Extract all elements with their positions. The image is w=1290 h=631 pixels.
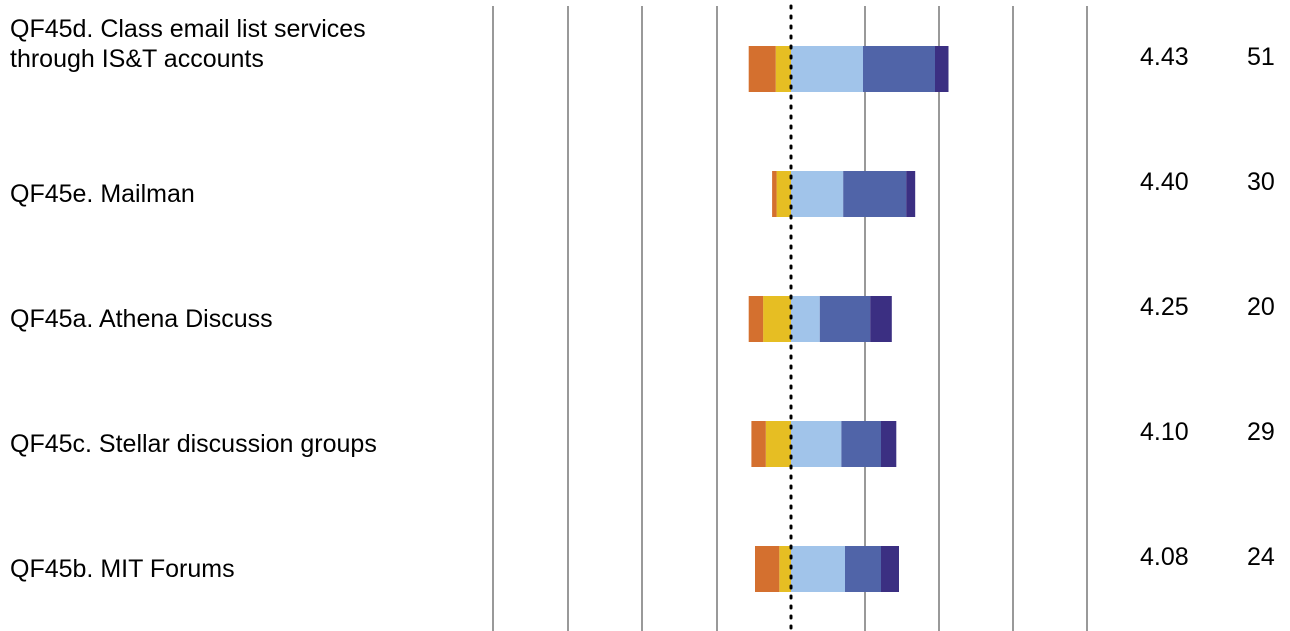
mean-value: 4.08 (1140, 543, 1189, 571)
bar-segment (765, 421, 791, 467)
bar-segment (791, 421, 842, 467)
row-label: QF45d. Class email list services through… (10, 15, 366, 73)
bar-segment (881, 546, 899, 592)
bar-segment (843, 171, 907, 217)
mean-value: 4.40 (1140, 168, 1189, 196)
row-label: QF45e. Mailman (10, 180, 195, 208)
response-count: 30 (1247, 168, 1275, 196)
bar-segment (763, 296, 791, 342)
bar-segment (935, 46, 949, 92)
bar-segment (791, 296, 820, 342)
response-count: 51 (1247, 43, 1275, 71)
bar-segment (791, 46, 863, 92)
bar-segment (906, 171, 916, 217)
bar-segment (748, 46, 776, 92)
bar-segment (775, 46, 791, 92)
bar-segment (841, 421, 881, 467)
bar-segment (755, 546, 780, 592)
bar-segment (845, 546, 881, 592)
bar-segment (791, 171, 844, 217)
mean-value: 4.10 (1140, 418, 1189, 446)
response-count: 24 (1247, 543, 1275, 571)
mean-value: 4.43 (1140, 43, 1189, 71)
row-label: QF45a. Athena Discuss (10, 305, 273, 333)
mean-value: 4.25 (1140, 293, 1189, 321)
bar-segment (772, 171, 777, 217)
bar-segment (819, 296, 871, 342)
response-count: 29 (1247, 418, 1275, 446)
bar-segment (881, 421, 897, 467)
response-count: 20 (1247, 293, 1275, 321)
bar-segment (751, 421, 766, 467)
row-label: QF45c. Stellar discussion groups (10, 430, 377, 458)
bar-segment (870, 296, 892, 342)
bar-segment (791, 546, 845, 592)
bar-segment (779, 546, 791, 592)
bar-segment (748, 296, 764, 342)
row-label: QF45b. MIT Forums (10, 555, 235, 583)
bar-segment (863, 46, 935, 92)
bar-segment (776, 171, 791, 217)
